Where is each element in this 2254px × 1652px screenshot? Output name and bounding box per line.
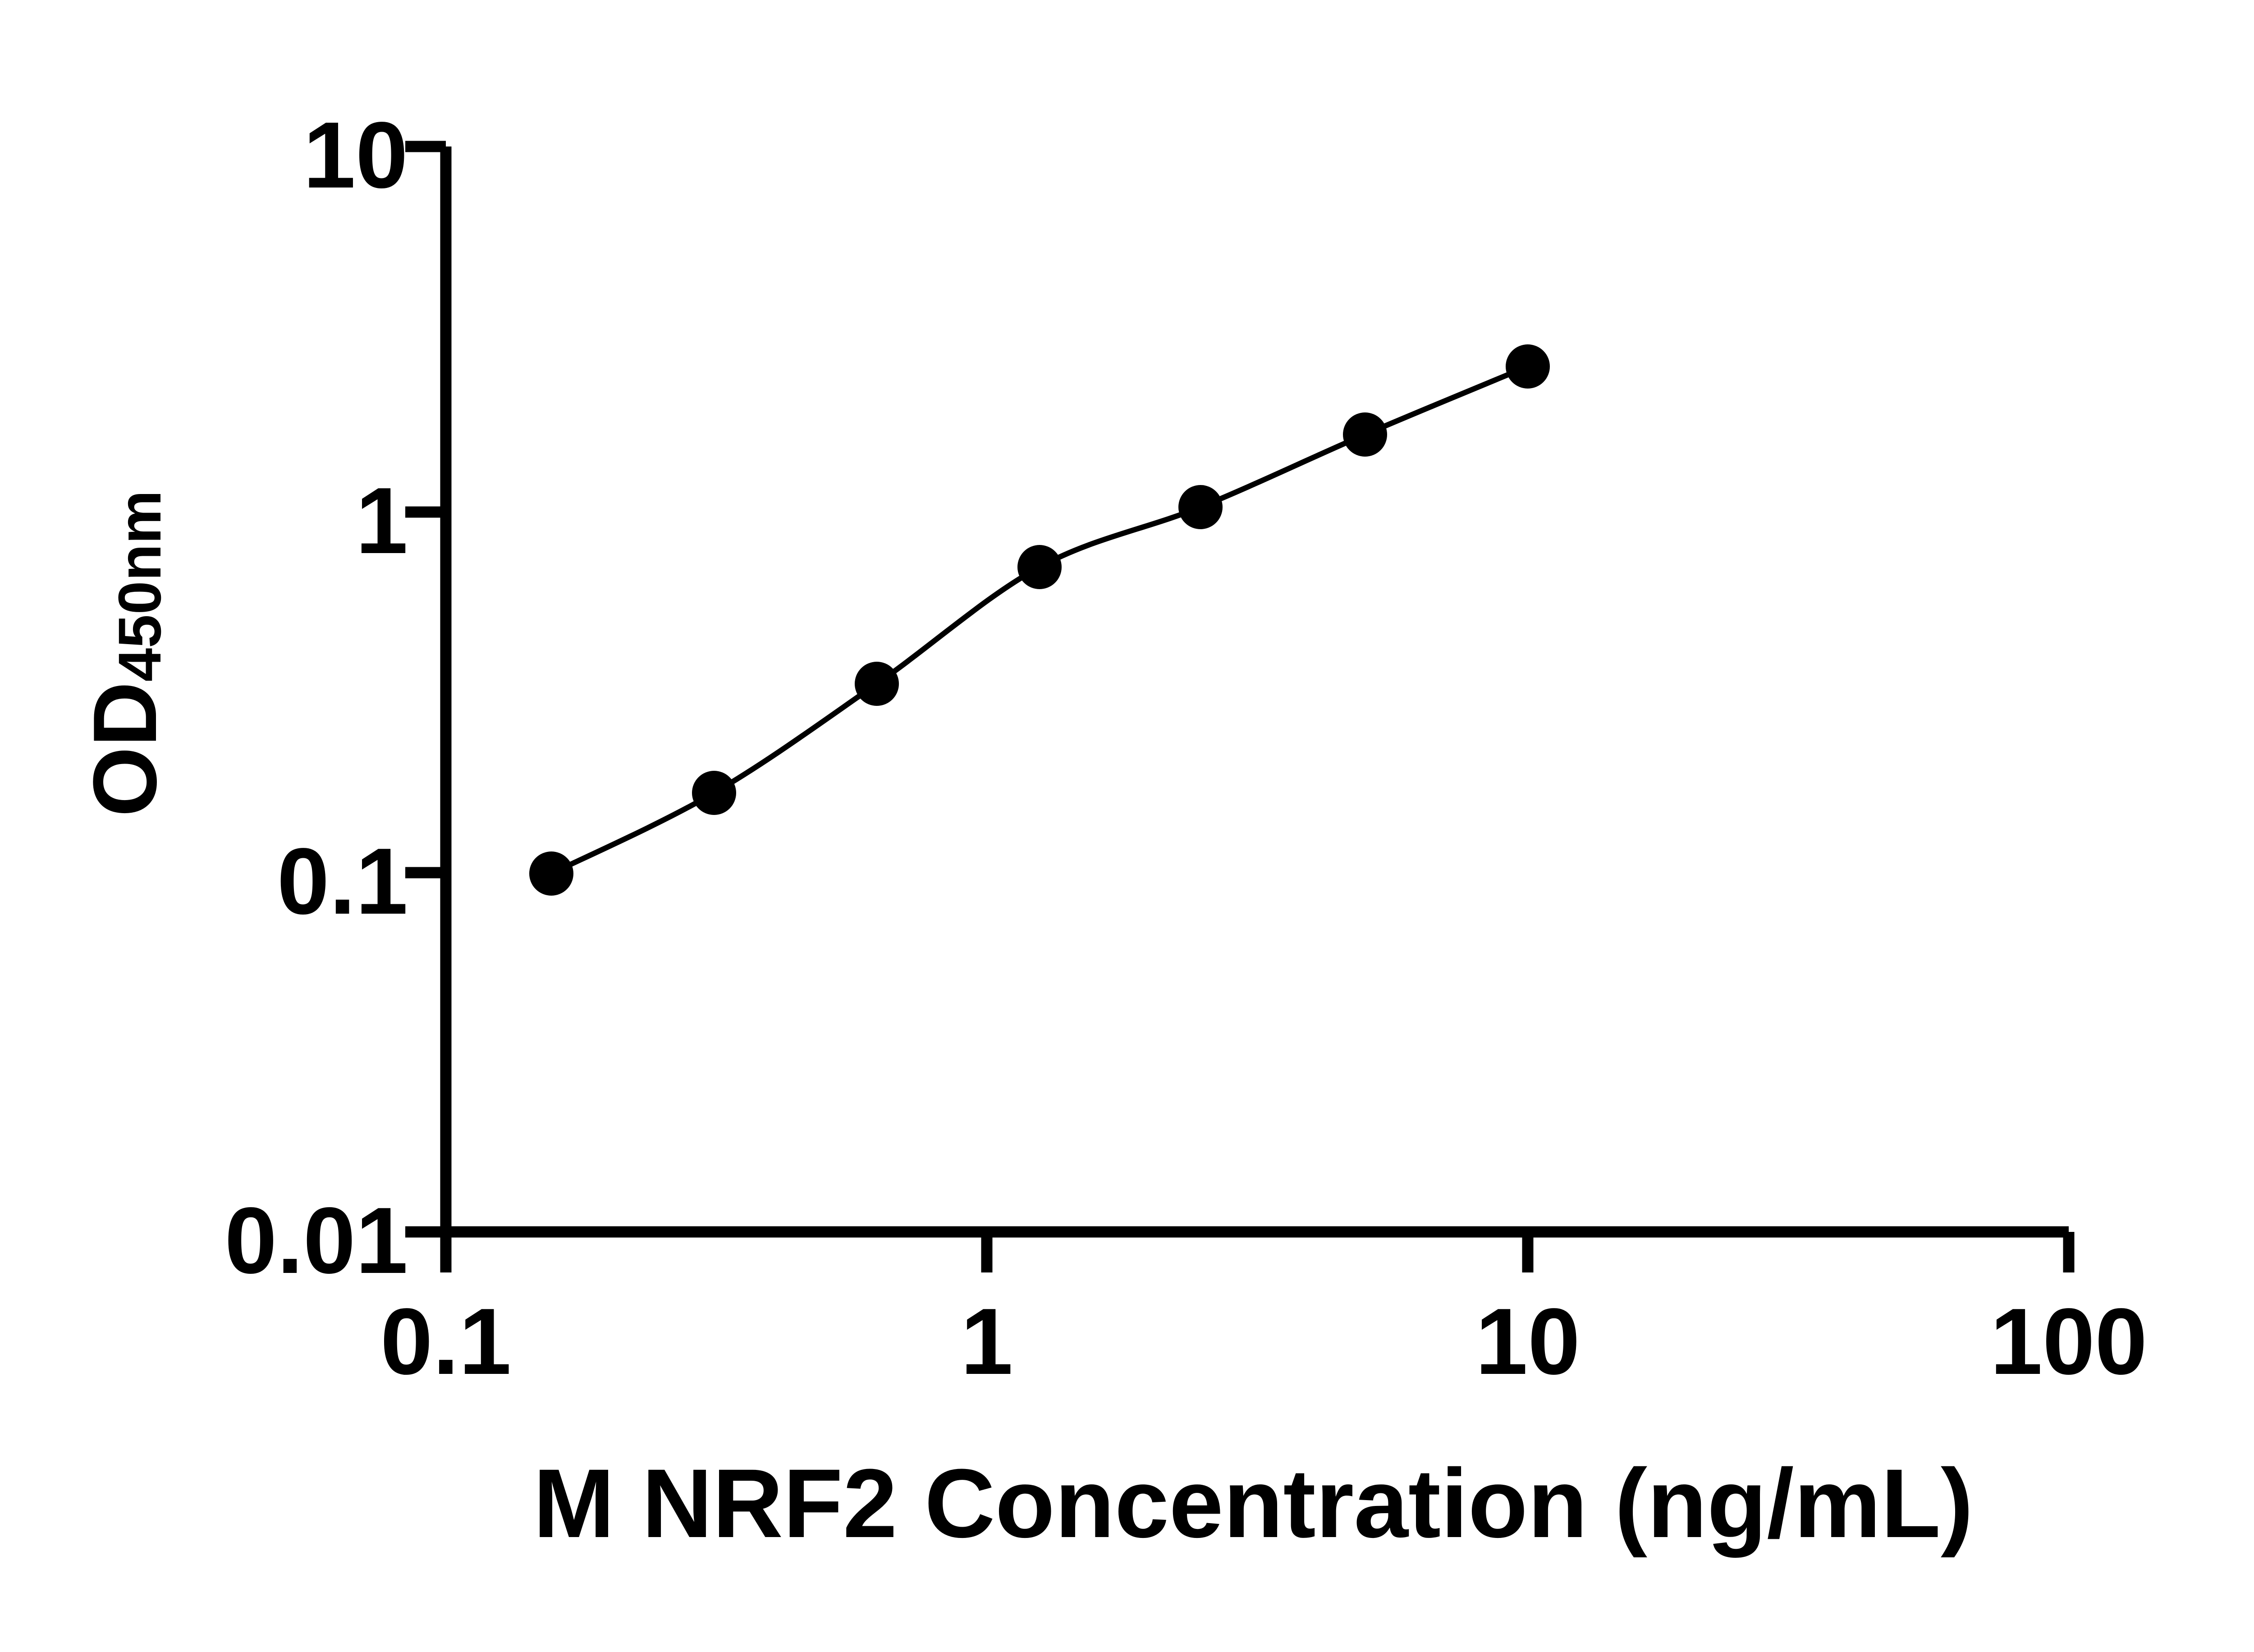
svg-text:0.1: 0.1	[380, 1289, 512, 1394]
svg-text:1: 1	[961, 1289, 1013, 1394]
svg-text:1: 1	[356, 468, 408, 573]
svg-text:10: 10	[303, 103, 408, 208]
svg-text:M NRF2 Concentration (ng/mL): M NRF2 Concentration (ng/mL)	[533, 1449, 1974, 1558]
svg-text:0.01: 0.01	[224, 1188, 408, 1293]
svg-text:OD450nm: OD450nm	[75, 490, 175, 817]
svg-text:100: 100	[1990, 1289, 2148, 1394]
svg-text:0.1: 0.1	[277, 829, 408, 934]
svg-text:10: 10	[1475, 1289, 1580, 1394]
